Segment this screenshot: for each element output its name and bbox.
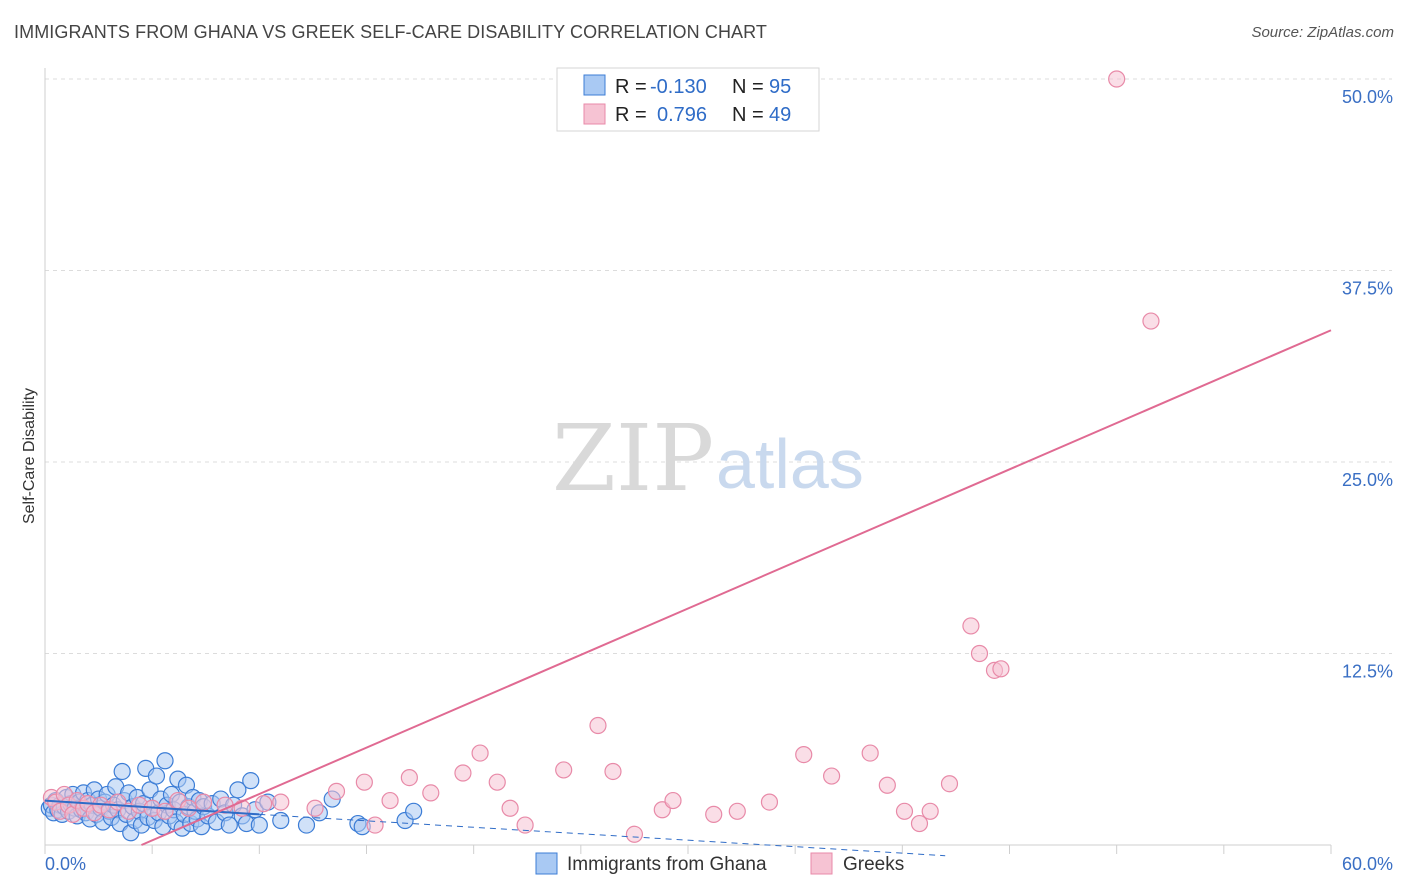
greek-point xyxy=(1108,70,1126,88)
ghana-trend-line xyxy=(44,799,260,816)
greek-point xyxy=(366,816,384,834)
legend-r-value-greeks: 0.796 xyxy=(657,104,707,126)
greek-point xyxy=(921,802,939,820)
legend-swatch-ghana xyxy=(583,74,606,96)
ghana-point xyxy=(229,781,247,799)
greek-point xyxy=(878,776,896,794)
greek-point xyxy=(422,784,440,802)
greek-point xyxy=(970,644,989,663)
greek-point xyxy=(255,795,273,813)
grid-lines xyxy=(45,78,1392,654)
greek-point xyxy=(705,805,723,823)
greek-point xyxy=(555,761,573,779)
greek-point xyxy=(355,773,373,791)
greek-point xyxy=(625,825,644,843)
legend-r-label-ghana: R = xyxy=(615,76,647,98)
chart-title: IMMIGRANTS FROM GHANA VS GREEK SELF-CARE… xyxy=(14,22,768,42)
greek-point xyxy=(306,799,324,817)
chart-source: Source: ZipAtlas.com xyxy=(1251,24,1394,41)
watermark-atlas: atlas xyxy=(716,425,864,503)
y-axis-label: Self-Care Disability xyxy=(21,388,38,524)
greek-point xyxy=(180,799,198,817)
greek-point xyxy=(516,816,534,834)
y-tick-label: 25.0% xyxy=(1342,470,1393,490)
ghana-point xyxy=(405,802,423,820)
trend-lines xyxy=(44,329,1332,857)
legend-n-value-greeks: 49 xyxy=(769,104,791,126)
greek-point xyxy=(471,744,489,762)
greek-point xyxy=(962,617,980,635)
greek-point xyxy=(381,791,399,810)
legend-n-label-ghana: N = xyxy=(732,76,764,98)
greek-point xyxy=(604,762,622,781)
x-tick-label-start: 0.0% xyxy=(45,854,86,874)
x-ticks xyxy=(44,845,1332,854)
x-tick-label-end: 60.0% xyxy=(1342,854,1393,874)
legend-box: R = -0.130 N = 95 R = 0.796 N = 49 xyxy=(556,67,820,132)
greek-point xyxy=(501,799,519,817)
ghana-point xyxy=(242,772,260,790)
ghana-trend-extension xyxy=(259,813,946,857)
greek-point xyxy=(454,764,472,782)
ghana-point xyxy=(250,816,268,834)
ghana-point xyxy=(272,811,290,830)
y-tick-labels: 12.5% 25.0% 37.5% 50.0% xyxy=(1342,87,1393,682)
ghana-points xyxy=(40,752,423,842)
bottom-legend-label-ghana: Immigrants from Ghana xyxy=(567,854,767,875)
bottom-legend-label-greeks: Greeks xyxy=(843,854,904,875)
greek-point xyxy=(195,793,213,811)
bottom-legend-swatch-ghana xyxy=(535,852,558,875)
legend-r-label-greeks: R = xyxy=(615,104,647,126)
greek-point xyxy=(795,746,813,764)
greek-point xyxy=(940,775,959,793)
greek-point xyxy=(728,802,746,820)
ghana-point xyxy=(113,762,131,781)
greek-trend-line xyxy=(141,329,1332,846)
y-tick-label: 50.0% xyxy=(1342,87,1393,107)
ghana-point xyxy=(156,752,174,770)
greek-point xyxy=(823,767,841,785)
greek-point xyxy=(910,814,929,833)
greek-point xyxy=(400,768,418,787)
ghana-point xyxy=(147,767,166,785)
legend-r-value-ghana: -0.130 xyxy=(650,76,707,98)
greek-point xyxy=(589,716,607,735)
greek-point xyxy=(272,793,290,811)
watermark-zip: ZIP xyxy=(552,405,714,512)
greek-point xyxy=(861,744,879,762)
legend-n-label-greeks: N = xyxy=(732,104,764,126)
ghana-point xyxy=(220,816,238,834)
y-tick-label: 12.5% xyxy=(1342,662,1393,682)
y-tick-label: 37.5% xyxy=(1342,279,1393,299)
greek-point xyxy=(488,773,506,791)
greek-point xyxy=(156,802,174,820)
greek-point xyxy=(327,782,346,800)
legend-swatch-greeks xyxy=(583,103,606,125)
greek-point xyxy=(895,802,914,820)
bottom-legend-swatch-greeks xyxy=(810,852,833,875)
legend-n-value-ghana: 95 xyxy=(769,76,791,98)
greek-point xyxy=(760,793,779,811)
ghana-point xyxy=(297,816,316,834)
watermark: ZIP atlas xyxy=(552,405,864,512)
bottom-legend: Immigrants from Ghana Greeks xyxy=(535,852,904,875)
greek-point xyxy=(992,660,1010,678)
greek-point xyxy=(664,791,682,810)
greek-point xyxy=(1142,312,1160,330)
